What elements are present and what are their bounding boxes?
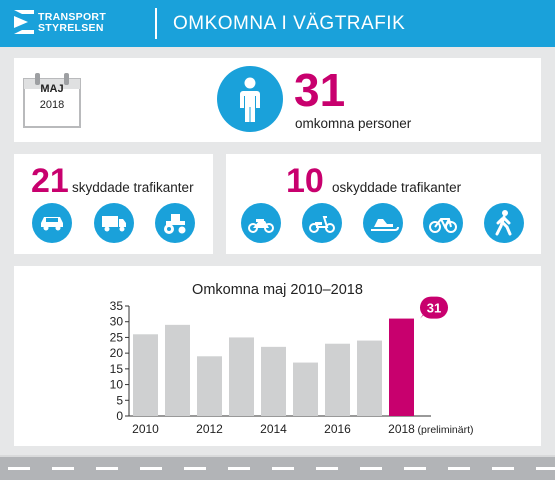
page-title: OMKOMNA I VÄGTRAFIK — [173, 13, 406, 34]
callout-badge — [420, 296, 448, 319]
bar-2018 — [389, 318, 414, 416]
summary-year: 2018 — [39, 99, 65, 111]
total-killed-number: 31 — [294, 64, 346, 116]
person-icon — [217, 66, 283, 132]
road-dash — [96, 467, 118, 470]
protected-label: skyddade trafikanter — [72, 180, 194, 195]
y-tick-label: 10 — [110, 378, 124, 392]
unprotected-count: 10 — [286, 162, 324, 200]
logo-line-2: STYRELSEN — [38, 22, 104, 34]
logo-arrow-icon — [14, 10, 34, 34]
road-dash — [316, 467, 338, 470]
bar-2013 — [229, 337, 254, 416]
summary-card: MAJ 2018 31 omkomna personer — [14, 58, 541, 142]
road-decoration — [0, 455, 555, 480]
road-dash — [272, 467, 294, 470]
tractor-icon — [155, 203, 195, 243]
callout-value: 31 — [427, 301, 441, 316]
snowmobile-icon — [363, 203, 403, 243]
moped-icon — [302, 203, 342, 243]
road-dash — [536, 467, 555, 470]
bar-2010 — [133, 334, 158, 416]
car-icon — [32, 203, 72, 243]
y-tick-label: 0 — [116, 409, 123, 423]
bicycle-icon — [423, 203, 463, 243]
road-dash — [8, 467, 30, 470]
y-tick-label: 20 — [110, 346, 124, 360]
y-tick-label: 5 — [116, 393, 123, 407]
protected-card: 21 skyddade trafikanter — [14, 154, 213, 254]
bar-2015 — [293, 362, 318, 416]
chart-card: Omkomna maj 2010–2018 0 5 10 15 20 25 30 35 2010… — [14, 266, 541, 446]
logo-line-1: TRANSPORT — [38, 11, 107, 23]
road-edge — [0, 455, 555, 457]
road-dash — [52, 467, 74, 470]
summary-month: MAJ — [40, 83, 64, 95]
chart-title: Omkomna maj 2010–2018 — [192, 282, 363, 298]
y-tick-label: 35 — [110, 299, 124, 313]
bar-2017 — [357, 340, 382, 416]
bar-2014 — [261, 346, 286, 416]
x-tick-label: 2016 — [324, 422, 351, 436]
road-dash — [228, 467, 250, 470]
calendar-icon — [23, 73, 81, 128]
road-dash — [184, 467, 206, 470]
x-tick-label: 2012 — [196, 422, 223, 436]
pedestrian-icon — [484, 203, 524, 243]
y-tick-label: 15 — [110, 362, 124, 376]
bar-2012 — [197, 356, 222, 416]
header-bar: TRANSPORT STYRELSEN OMKOMNA I VÄGTRAFIK — [0, 0, 555, 47]
bar-2011 — [165, 324, 190, 416]
protected-count: 21 — [31, 162, 69, 200]
unprotected-card: 10 oskyddade trafikanter — [226, 154, 541, 254]
y-tick-label: 30 — [110, 315, 124, 329]
bar-2016 — [325, 343, 350, 416]
total-killed-label: omkomna personer — [295, 116, 412, 131]
truck-icon — [94, 203, 134, 243]
road-dash — [404, 467, 426, 470]
unprotected-label: oskyddade trafikanter — [332, 180, 462, 195]
y-tick-label: 25 — [110, 330, 124, 344]
road-dash — [492, 467, 514, 470]
x-tick-label: 2014 — [260, 422, 287, 436]
transportstyrelsen-logo: TRANSPORT STYRELSEN — [14, 8, 144, 38]
road-dash — [140, 467, 162, 470]
x-tick-label: 2010 — [132, 422, 159, 436]
x-note-label: (preliminärt) — [418, 424, 474, 436]
x-tick-label: 2018 — [388, 422, 415, 436]
road-dash — [448, 467, 470, 470]
header-divider — [155, 8, 157, 39]
road-dash — [360, 467, 382, 470]
motorcycle-icon — [241, 203, 281, 243]
